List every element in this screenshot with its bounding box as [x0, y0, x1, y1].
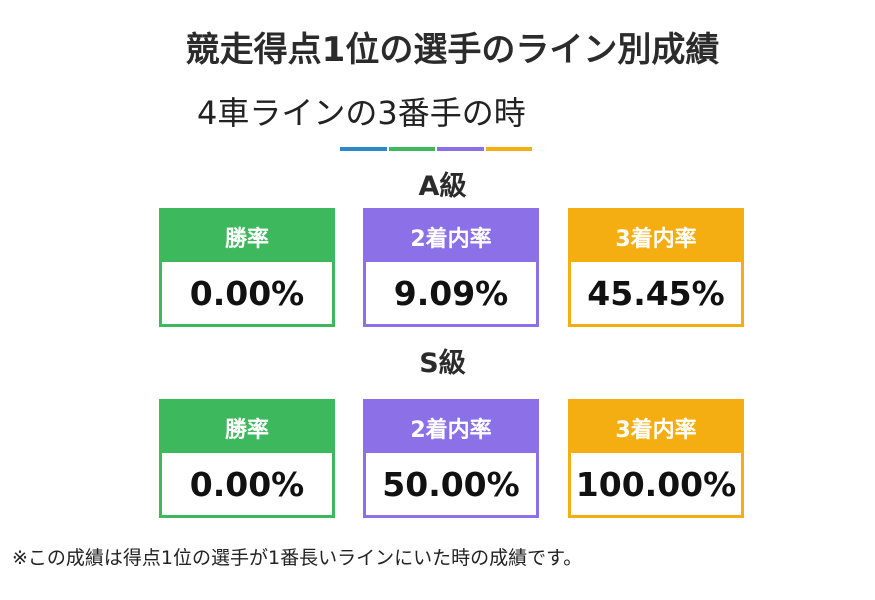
card-value: 45.45% [587, 273, 725, 313]
divider-orange [485, 147, 532, 151]
card-value: 0.00% [189, 464, 305, 504]
card-header: 勝率 [162, 402, 332, 453]
card-s-win-rate: 勝率 0.00% [159, 399, 335, 518]
grade-label-s: S級 [419, 348, 466, 379]
subtitle: 4車ラインの3番手の時 [197, 94, 526, 132]
card-value: 100.00% [575, 464, 737, 504]
card-value: 9.09% [393, 273, 509, 313]
card-s-top3-rate: 3着内率 100.00% [568, 399, 744, 518]
card-header: 3着内率 [571, 211, 741, 262]
footnote: ※この成績は得点1位の選手が1番長いラインにいた時の成績です。 [12, 547, 583, 569]
card-s-top2-rate: 2着内率 50.00% [363, 399, 539, 518]
color-divider [340, 147, 534, 151]
card-value: 50.00% [382, 464, 520, 504]
card-header: 2着内率 [366, 211, 536, 262]
card-header: 3着内率 [571, 402, 741, 453]
divider-green [388, 147, 435, 151]
divider-purple [437, 147, 484, 151]
card-a-win-rate: 勝率 0.00% [159, 208, 335, 327]
divider-blue [340, 147, 387, 151]
page-title: 競走得点1位の選手のライン別成績 [185, 30, 720, 70]
card-header: 2着内率 [366, 402, 536, 453]
grade-label-a: A級 [418, 171, 467, 202]
card-a-top2-rate: 2着内率 9.09% [363, 208, 539, 327]
card-a-top3-rate: 3着内率 45.45% [568, 208, 744, 327]
card-header: 勝率 [162, 211, 332, 262]
card-value: 0.00% [189, 273, 305, 313]
